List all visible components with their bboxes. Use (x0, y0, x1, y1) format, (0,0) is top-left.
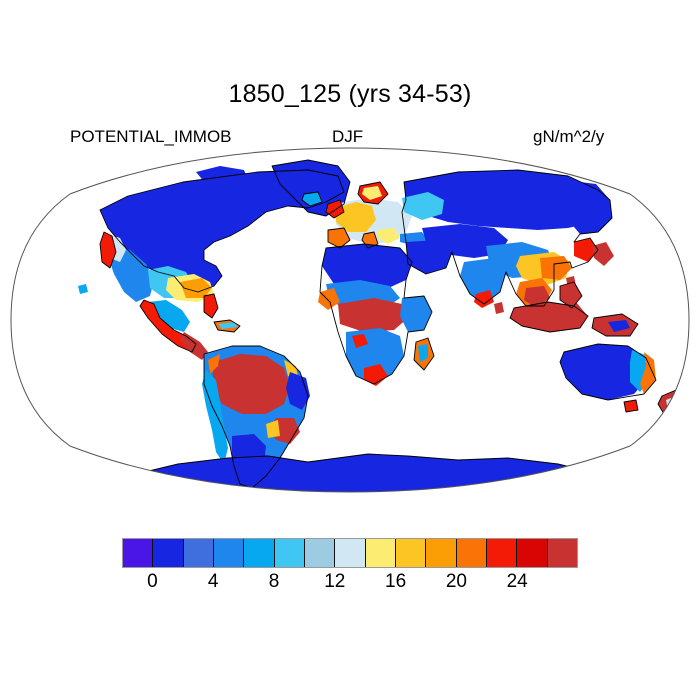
region-pacific-coast-hotline (100, 232, 116, 268)
colorbar-tick-4: 4 (207, 571, 219, 592)
region-balkans (378, 228, 400, 244)
region-southeast-us-hot (180, 278, 212, 298)
region-india (460, 258, 506, 304)
colorbar-cell-8 (365, 539, 396, 567)
region-mexico (148, 300, 190, 332)
colorbar-tick-labels: 0 4 8 12 16 20 24 (122, 571, 578, 597)
region-se-brazil-rim (266, 420, 280, 438)
colorbar-cell-2 (183, 539, 214, 567)
region-ne-brazil (286, 372, 310, 410)
region-canadian-archipelago (196, 166, 248, 186)
colorbar-cell-1 (153, 539, 184, 567)
region-new-guinea-core (608, 320, 630, 332)
colorbar-cell-9 (395, 539, 427, 567)
colorbar-tick-16: 16 (385, 571, 407, 592)
region-sri-lanka (494, 302, 504, 314)
region-southern-africa-spots (352, 334, 368, 348)
region-australia (560, 344, 648, 400)
colorbar: 0 4 8 12 16 20 24 (122, 538, 578, 592)
region-madagascar-core (418, 344, 428, 362)
region-amazon-rim-east (284, 360, 298, 378)
colorbar-cell-6 (304, 539, 336, 567)
colorbar-tick-12: 12 (324, 571, 346, 592)
map-frame (10, 147, 690, 493)
field-name-label: POTENTIAL_IMMOB (70, 127, 232, 146)
region-hawaii (78, 284, 88, 294)
coastlines (99, 159, 685, 491)
region-japan (592, 242, 614, 266)
region-south-africa-hot (364, 364, 388, 386)
region-korea-japan (574, 238, 598, 262)
region-philippines (560, 282, 582, 308)
region-greenland (272, 160, 350, 216)
colorbar-tick-0: 0 (147, 571, 158, 592)
map-plot-area (8, 146, 692, 494)
region-india-tip (474, 290, 494, 308)
region-siberia (404, 170, 606, 230)
world-map (10, 147, 690, 493)
region-central-america (180, 332, 208, 360)
region-russia-far-east (562, 180, 612, 234)
region-scandinavia-core (362, 186, 382, 200)
region-east-africa (400, 296, 432, 332)
colorbar-cell-3 (213, 539, 245, 567)
colorbar-tick-20: 20 (445, 571, 467, 592)
region-amazon-basin (212, 354, 290, 414)
region-middle-east (406, 240, 452, 274)
region-west-siberia-cool (402, 192, 444, 220)
colorbar-tick-24: 24 (506, 571, 528, 592)
region-congo-basin (338, 298, 408, 332)
region-cuba (218, 322, 238, 329)
colorbar-cell-0 (123, 539, 154, 567)
region-iceland (302, 192, 322, 206)
colorbar-cell-11 (456, 539, 487, 567)
region-iberia (328, 228, 350, 248)
colorbar-cell-4 (244, 539, 275, 567)
colorbar-cell-12 (486, 539, 518, 567)
region-western-europe-warm (336, 202, 376, 232)
units-label: gN/m^2/y (533, 127, 605, 146)
region-north-america-base (100, 170, 344, 292)
region-amazon-rim (208, 354, 220, 374)
colorbar-tick-8: 8 (268, 571, 280, 592)
colorbar-cell-13 (517, 539, 548, 567)
region-tasmania (624, 400, 638, 412)
region-west-africa-rim (318, 288, 340, 310)
region-florida (204, 294, 218, 318)
region-china-coast-hot (540, 256, 572, 280)
colorbar-cell-10 (426, 539, 457, 567)
region-australia-east-rim (640, 352, 656, 394)
colorbar-cell-5 (274, 539, 305, 567)
season-label: DJF (332, 127, 364, 146)
region-andes (202, 370, 228, 464)
colorbar-cell-14 (547, 539, 577, 567)
colorbar-cell-7 (335, 539, 366, 567)
page-title: 1850_125 (yrs 34-53) (228, 80, 472, 108)
region-sahara (322, 244, 412, 292)
colorbar-swatches (122, 538, 578, 568)
region-taiwan (566, 276, 576, 288)
